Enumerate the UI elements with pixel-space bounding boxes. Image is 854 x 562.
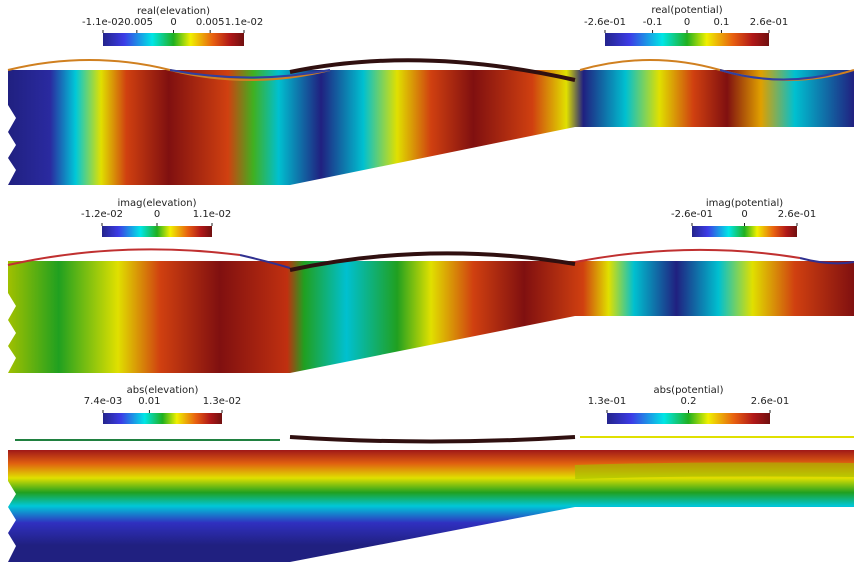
tick-label: -0.005 xyxy=(121,17,153,28)
colorbar-title: real(elevation) xyxy=(137,6,210,17)
tick-label: 1.1e-02 xyxy=(225,17,263,28)
tick-label: -1.2e-02 xyxy=(81,209,123,220)
colorbars: real(elevation)-1.1e-02-0.005 0 0.005 1.1e-… xyxy=(81,5,816,424)
colorbar xyxy=(103,413,222,424)
surface xyxy=(7,248,801,266)
tick-label: -1.1e-02 xyxy=(82,17,124,28)
tick-label: 1.3e-02 xyxy=(203,396,241,407)
domain-shade xyxy=(574,462,854,479)
tick-label: 0.1 xyxy=(713,17,729,28)
plate xyxy=(289,435,576,444)
plate xyxy=(289,58,576,82)
tick-label: -2.6e-01 xyxy=(584,17,626,28)
tick-label: 2.6e-01 xyxy=(750,17,788,28)
tick-label: 2.6e-01 xyxy=(751,396,789,407)
tick-label: 2.6e-01 xyxy=(778,209,816,220)
tick-label: 0.005 xyxy=(196,17,225,28)
tick-label: 0.2 xyxy=(681,396,697,407)
tick-label: 0 xyxy=(170,17,176,28)
domain xyxy=(8,450,854,562)
tick-label: 1.1e-02 xyxy=(193,209,231,220)
colorbar-title: abs(elevation) xyxy=(127,385,199,396)
tick-label: 7.4e-03 xyxy=(84,396,122,407)
colorbar xyxy=(102,226,212,237)
tick-label: -0.1 xyxy=(643,17,663,28)
colorbar-title: abs(potential) xyxy=(654,385,724,396)
colorbar xyxy=(607,413,770,424)
colorbar xyxy=(692,226,797,237)
colorbar-title: real(potential) xyxy=(651,5,722,16)
surface xyxy=(169,69,841,81)
plate xyxy=(289,251,576,272)
surface xyxy=(239,254,854,269)
tick-label: 0 xyxy=(684,17,690,28)
colorbar-title: imag(potential) xyxy=(706,198,783,209)
field-imag xyxy=(7,248,854,373)
tick-label: 1.3e-01 xyxy=(588,396,626,407)
field-real xyxy=(7,58,854,185)
field-abs xyxy=(8,435,854,562)
colorbar xyxy=(605,33,769,46)
colorbar xyxy=(103,33,244,46)
tick-label: -2.6e-01 xyxy=(671,209,713,220)
tick-label: 0.01 xyxy=(138,396,160,407)
domain xyxy=(8,261,854,373)
domain xyxy=(8,70,854,185)
tick-label: 0 xyxy=(741,209,747,220)
tick-label: 0 xyxy=(154,209,160,220)
colorbar-title: imag(elevation) xyxy=(117,198,196,209)
